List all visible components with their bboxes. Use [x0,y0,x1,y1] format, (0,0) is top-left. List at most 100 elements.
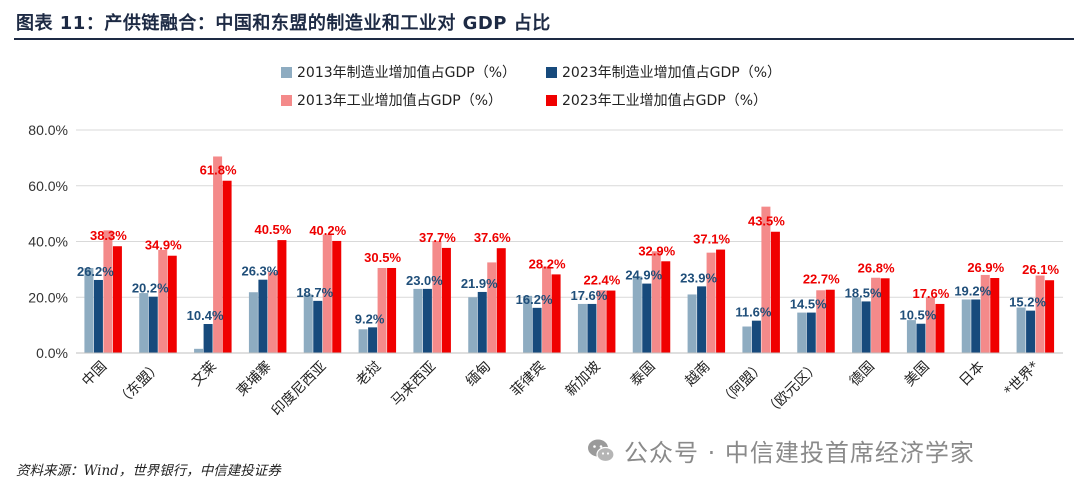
title-divider [14,38,1074,40]
bar-ind-2023 [167,255,177,353]
data-label-mfg-2023: 26.2% [77,264,114,279]
bar-ind-2013 [761,206,771,353]
data-label-ind-2023: 37.1% [693,232,730,247]
chart-title: 图表 11：产供链融合：中国和东盟的制造业和工业对 GDP 占比 [16,13,551,34]
x-tick-label: *世界* [1001,359,1042,400]
data-label-ind-2023: 28.2% [529,256,566,271]
bar-mfg-2023 [258,279,268,353]
x-tick-label: 德国 [847,359,878,390]
bar-ind-2013 [980,274,990,353]
bar-mfg-2013 [852,297,862,353]
bar-ind-2023 [441,247,451,353]
x-tick-label: 老挝 [353,359,384,390]
bar-mfg-2013 [1016,307,1026,353]
bar-mfg-2013 [358,329,368,353]
data-labels: 26.2% 38.3% 20.2% 34.9% 10.4% 61.8% 26.3% 40.5%… [77,163,1059,327]
data-label-ind-2023: 26.9% [967,260,1004,275]
data-label-mfg-2023: 23.9% [680,270,717,285]
data-label-ind-2023: 38.3% [90,228,127,243]
bar-mfg-2023 [751,320,761,353]
bar-ind-2013 [1035,275,1045,353]
data-label-mfg-2023: 21.9% [461,276,498,291]
data-label-mfg-2023: 16.2% [516,292,553,307]
bar-mfg-2013 [742,326,752,353]
bar-ind-2013 [816,290,826,353]
data-label-mfg-2023: 19.2% [954,283,991,298]
bar-ind-2023 [496,248,506,353]
data-label-mfg-2023: 10.5% [899,308,936,323]
bar-mfg-2023 [532,307,542,353]
chart-header: 图表 11：产供链融合：中国和东盟的制造业和工业对 GDP 占比 [0,0,1080,44]
x-tick-label: （欧元区） [762,359,823,420]
data-label-ind-2023: 22.4% [583,273,620,288]
data-label-ind-2023: 26.8% [858,260,895,275]
bar-ind-2023 [277,240,287,353]
legend-swatch-ind-2013 [281,94,292,106]
bar-ind-2013 [377,267,387,353]
bar-mfg-2013 [687,294,697,353]
data-label-ind-2023: 37.7% [419,230,456,245]
legend-label-mfg-2023: 2023年制造业增加值占GDP（%） [562,65,782,81]
x-tick-label: 马来西亚 [388,359,439,410]
data-label-ind-2023: 22.7% [803,272,840,287]
x-tick-label: 新加坡 [563,359,604,400]
data-label-mfg-2023: 10.4% [187,308,224,323]
bar-mfg-2013 [84,267,94,353]
bar-mfg-2023 [313,300,323,353]
bar-mfg-2013 [632,276,642,353]
bar-ind-2023 [770,231,780,353]
bar-mfg-2023 [697,286,707,353]
bar-mfg-2023 [806,312,816,353]
bar-mfg-2023 [422,288,432,353]
bar-mfg-2023 [1026,310,1036,353]
data-label-ind-2023: 37.6% [474,230,511,245]
legend-label-ind-2023: 2023年工业增加值占GDP（%） [562,93,768,109]
x-tick-label: 中国 [79,359,110,390]
x-tick-label: （东盟） [114,359,165,410]
bar-ind-2013 [706,252,716,353]
bar-mfg-2013 [194,348,204,353]
data-label-ind-2023: 17.6% [912,286,949,301]
bar-ind-2013 [103,230,113,353]
data-label-mfg-2023: 17.6% [570,288,607,303]
data-label-mfg-2023: 18.5% [845,285,882,300]
data-label-mfg-2023: 15.2% [1009,295,1046,310]
bar-ind-2013 [213,156,223,353]
x-tick-label: 印度尼西亚 [269,359,330,420]
x-tick-label: 缅甸 [463,359,494,390]
data-label-mfg-2023: 9.2% [355,311,385,326]
x-tick-label: 越南 [682,359,713,390]
bar-mfg-2023 [477,291,487,353]
data-label-ind-2023: 40.5% [254,222,291,237]
watermark: 公众号 · 中信建投首席经济学家 [586,433,975,468]
data-label-mfg-2023: 23.0% [406,273,443,288]
legend-item-mfg-2023: 2023年制造业增加值占GDP（%） [546,62,781,82]
data-label-ind-2023: 30.5% [364,250,401,265]
bar-mfg-2023 [203,324,213,353]
legend-item-ind-2013: 2013年工业增加值占GDP（%） [281,90,502,110]
bar-ind-2023 [112,246,122,353]
bar-mfg-2013 [303,294,313,353]
y-tick-label: 40.0% [28,234,68,250]
data-label-ind-2023: 40.2% [309,223,346,238]
bar-ind-2023 [1045,280,1055,353]
x-tick-label: 柬埔寨 [233,358,275,400]
bar-ind-2013 [432,240,442,353]
legend-swatch-mfg-2023 [546,66,557,78]
legend-label-ind-2013: 2013年工业增加值占GDP（%） [297,93,503,109]
bar-ind-2023 [606,290,616,353]
legend-swatch-mfg-2013 [281,66,292,78]
bar-ind-2023 [551,274,561,353]
bar-mfg-2013 [248,292,258,353]
data-label-mfg-2023: 24.9% [625,268,662,283]
bar-ind-2023 [222,180,232,353]
bar-ind-2013 [158,249,168,353]
bar-ind-2023 [716,249,726,353]
bar-mfg-2023 [642,283,652,353]
x-tick-label: （阿盟） [717,359,768,410]
data-label-ind-2023: 43.5% [748,214,785,229]
data-label-mfg-2023: 18.7% [296,285,333,300]
bar-ind-2013 [871,277,881,353]
bar-mfg-2023 [916,323,926,353]
bar-ind-2013 [267,272,277,353]
